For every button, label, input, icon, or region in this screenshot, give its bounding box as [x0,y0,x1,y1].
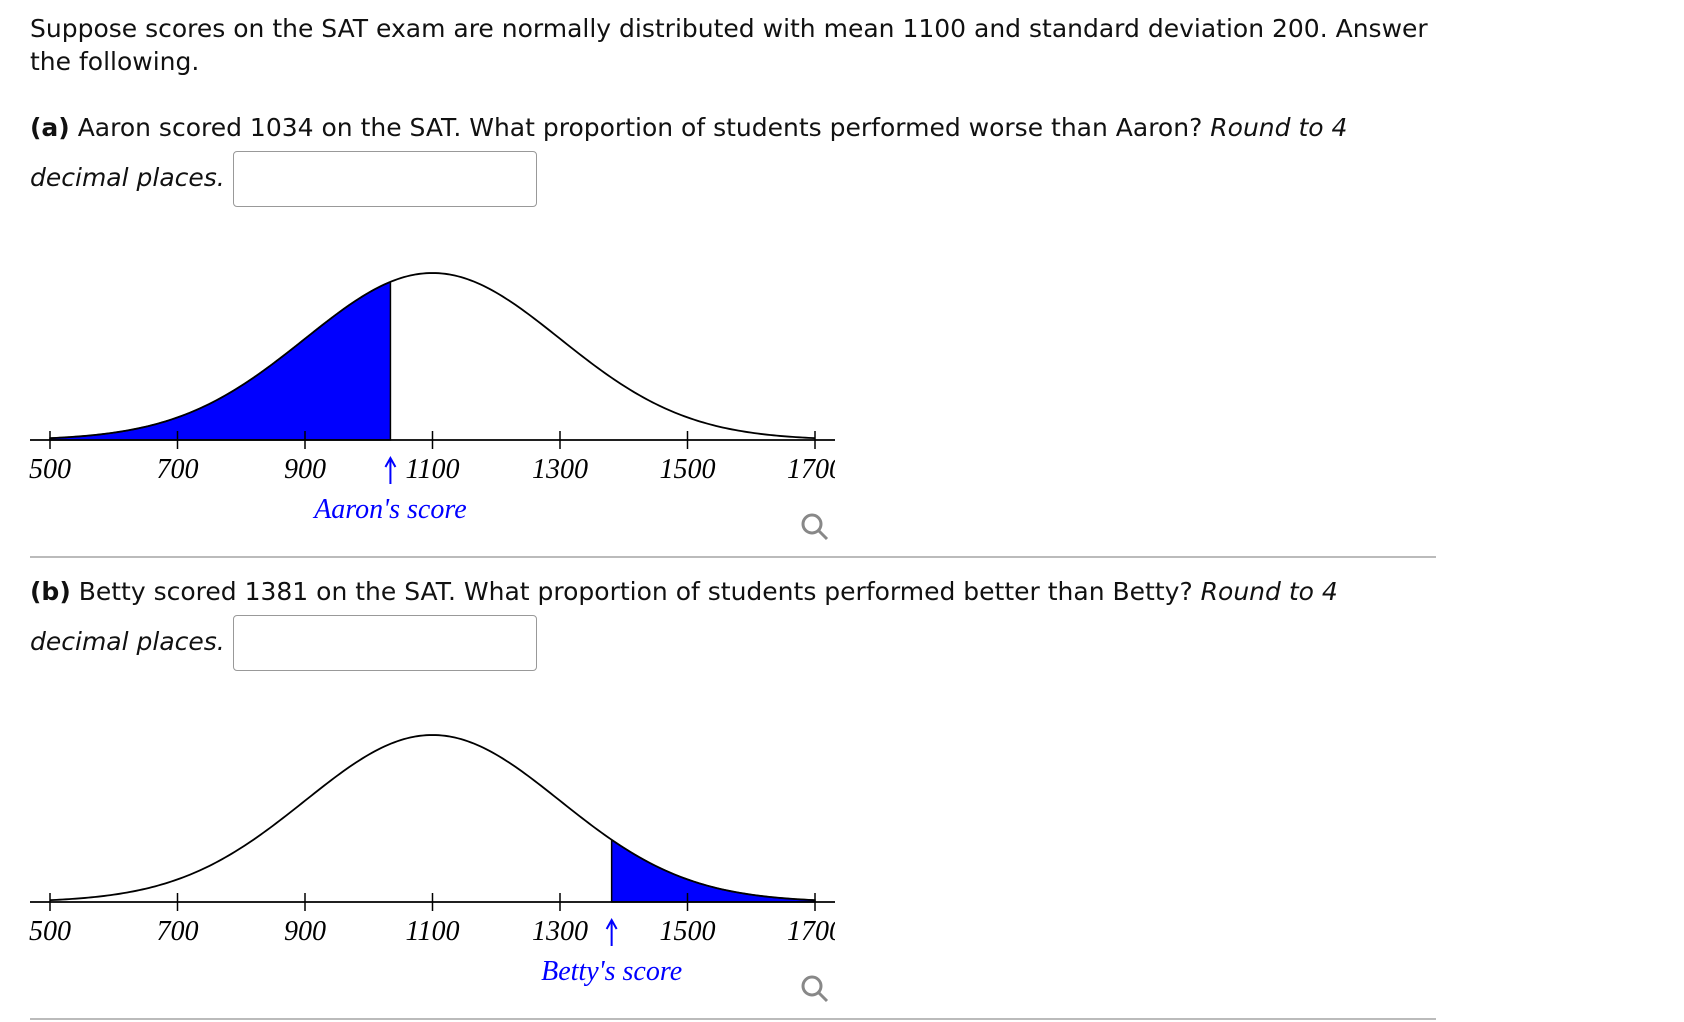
x-tick-label: 700 [157,454,199,485]
shaded-area [49,280,392,441]
x-tick-label: 900 [284,454,326,485]
density-curve [49,734,816,902]
divider [30,1018,1436,1020]
part-label: (a) [30,113,70,142]
x-tick-label: 700 [157,916,199,947]
instruction: Round to 4 decimal places. [30,113,1348,192]
density-curve [49,272,816,440]
question: (b) Betty scored 1381 on the SAT. What p… [30,568,1430,671]
shaded-area [610,838,816,903]
zoom-handle[interactable] [816,990,829,1003]
divider [30,556,1436,558]
normal-chart: 500 700 900 1100 1300 1500 1700 Betty's score [29,734,835,1003]
x-tick-label: 1700 [787,916,835,947]
score-arrowhead [384,455,397,468]
x-tick-label: 1500 [660,916,716,947]
answer-input[interactable] [232,151,537,207]
x-tick-label: 1100 [406,454,460,485]
zoom-icon[interactable] [801,975,829,1003]
answer-input[interactable] [232,615,537,671]
zoom-icon[interactable] [801,513,829,541]
question-text: Aaron scored 1034 on the SAT. What propo… [77,113,1203,142]
score-label: Aaron's score [312,494,466,525]
x-tick-label: 900 [284,916,326,947]
x-tick-label: 1100 [406,916,460,947]
question: (a) Aaron scored 1034 on the SAT. What p… [30,104,1430,207]
zoom-lens[interactable] [801,975,823,997]
part-label: (b) [30,577,71,606]
zoom-handle[interactable] [816,528,829,541]
intro-text: Suppose scores on the SAT exam are norma… [30,14,1428,76]
x-tick-label: 1700 [787,454,835,485]
zoom-lens[interactable] [801,513,823,535]
x-tick-label: 1300 [532,454,588,485]
x-tick-label: 1500 [660,454,716,485]
score-arrowhead [605,917,618,930]
x-tick-label: 1300 [532,916,588,947]
instruction: Round to 4 decimal places. [30,577,1338,656]
question-text: Betty scored 1381 on the SAT. What propo… [78,577,1193,606]
x-tick-label: 500 [29,916,71,947]
normal-chart: 500 700 900 1100 1300 1500 1700 Aaron's score [29,272,835,541]
score-label: Betty's score [541,956,682,987]
x-tick-label: 500 [29,454,71,485]
